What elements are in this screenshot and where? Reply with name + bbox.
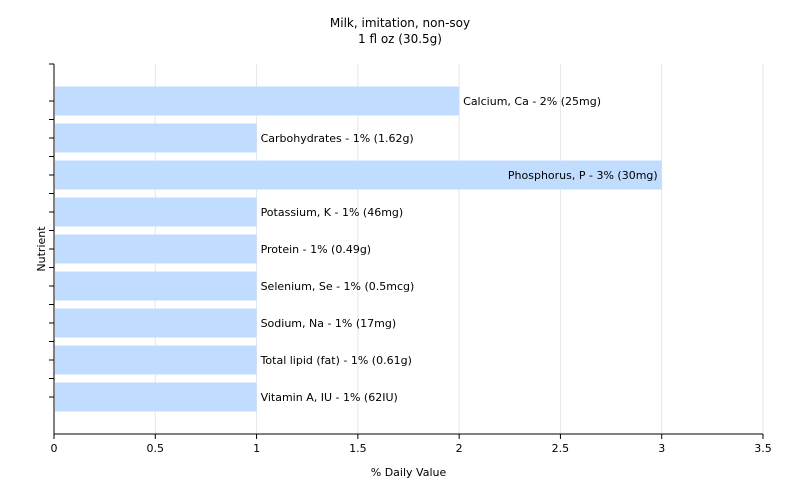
bar-label: Calcium, Ca - 2% (25mg) — [463, 95, 601, 108]
bar — [55, 271, 257, 301]
bar — [55, 86, 460, 116]
bar-label: Vitamin A, IU - 1% (62IU) — [261, 391, 398, 404]
bar-label: Selenium, Se - 1% (0.5mcg) — [261, 280, 415, 293]
chart-subtitle: 1 fl oz (30.5g) — [358, 32, 442, 46]
bar — [55, 160, 662, 190]
x-tick-label: 3 — [658, 442, 665, 455]
x-tick-label: 3.5 — [754, 442, 772, 455]
bar — [55, 197, 257, 227]
bar-label: Sodium, Na - 1% (17mg) — [261, 317, 397, 330]
bar-label: Carbohydrates - 1% (1.62g) — [261, 132, 414, 145]
bar-label: Total lipid (fat) - 1% (0.61g) — [260, 354, 412, 367]
bar — [55, 123, 257, 153]
bar-label: Protein - 1% (0.49g) — [261, 243, 372, 256]
x-axis-title: % Daily Value — [371, 466, 447, 479]
x-tick-label: 0 — [51, 442, 58, 455]
bar — [55, 345, 257, 375]
chart-title: Milk, imitation, non-soy — [329, 16, 471, 30]
x-tick-label: 1 — [253, 442, 260, 455]
x-tick-label: 2 — [456, 442, 463, 455]
bar-label: Phosphorus, P - 3% (30mg) — [508, 169, 658, 182]
bar — [55, 382, 257, 412]
x-tick-label: 2.5 — [552, 442, 570, 455]
bar — [55, 234, 257, 264]
bar — [55, 308, 257, 338]
y-axis-title: Nutrient — [35, 226, 48, 272]
bar-label: Potassium, K - 1% (46mg) — [261, 206, 404, 219]
x-tick-label: 1.5 — [349, 442, 367, 455]
x-tick-label: 0.5 — [147, 442, 165, 455]
